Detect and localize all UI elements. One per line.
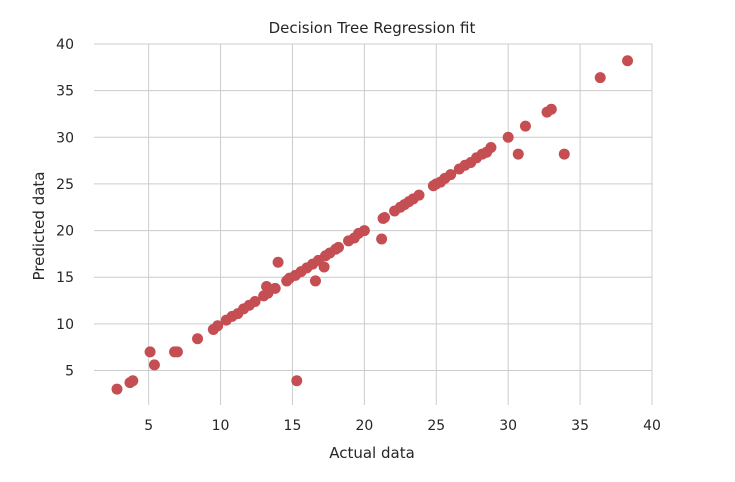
scatter-point — [622, 55, 634, 67]
scatter-point — [502, 131, 514, 143]
x-tick-label: 40 — [643, 418, 661, 434]
y-tick-label: 20 — [56, 224, 74, 240]
scatter-point — [512, 148, 524, 160]
x-tick-label: 20 — [355, 418, 373, 434]
x-tick-label: 5 — [144, 418, 153, 434]
scatter-point — [485, 142, 497, 154]
scatter-point — [269, 282, 281, 294]
x-tick-label: 10 — [212, 418, 230, 434]
y-axis-ticks: 5 10 15 20 25 30 35 40 — [56, 37, 74, 379]
scatter-point — [291, 375, 303, 387]
y-tick-label: 15 — [56, 270, 74, 286]
scatter-point — [144, 346, 156, 358]
scatter-point — [171, 346, 183, 358]
scatter-point — [376, 233, 388, 245]
y-tick-label: 35 — [56, 84, 74, 100]
scatter-point — [358, 225, 370, 237]
y-tick-label: 10 — [56, 317, 74, 333]
y-tick-label: 40 — [56, 37, 74, 53]
scatter-point — [445, 169, 457, 181]
scatter-point — [272, 256, 284, 268]
chart-title: Decision Tree Regression fit — [269, 19, 476, 37]
y-tick-label: 5 — [65, 363, 74, 379]
scatter-point — [545, 103, 557, 115]
x-axis-label: Actual data — [329, 444, 415, 462]
x-tick-label: 25 — [427, 418, 445, 434]
scatter-point — [249, 295, 261, 307]
y-axis-label: Predicted data — [30, 172, 48, 281]
scatter-point — [309, 275, 321, 287]
scatter-point — [558, 148, 570, 160]
x-axis-ticks: 5 10 15 20 25 30 35 40 — [144, 418, 661, 434]
scatter-point — [519, 120, 531, 132]
y-tick-label: 25 — [56, 177, 74, 193]
x-tick-label: 15 — [284, 418, 302, 434]
x-tick-label: 30 — [499, 418, 517, 434]
scatter-point — [413, 189, 425, 201]
scatter-point — [148, 359, 160, 371]
scatter-point — [318, 261, 330, 273]
scatter-point — [379, 212, 391, 224]
scatter-point — [212, 320, 224, 332]
scatter-point — [111, 383, 123, 395]
grid-lines — [94, 43, 653, 405]
scatter-point — [192, 333, 204, 345]
y-tick-label: 30 — [56, 130, 74, 146]
scatter-point — [594, 72, 606, 84]
scatter-point — [127, 375, 139, 387]
data-points — [111, 55, 634, 395]
scatter-point — [332, 241, 344, 253]
x-tick-label: 35 — [571, 418, 589, 434]
